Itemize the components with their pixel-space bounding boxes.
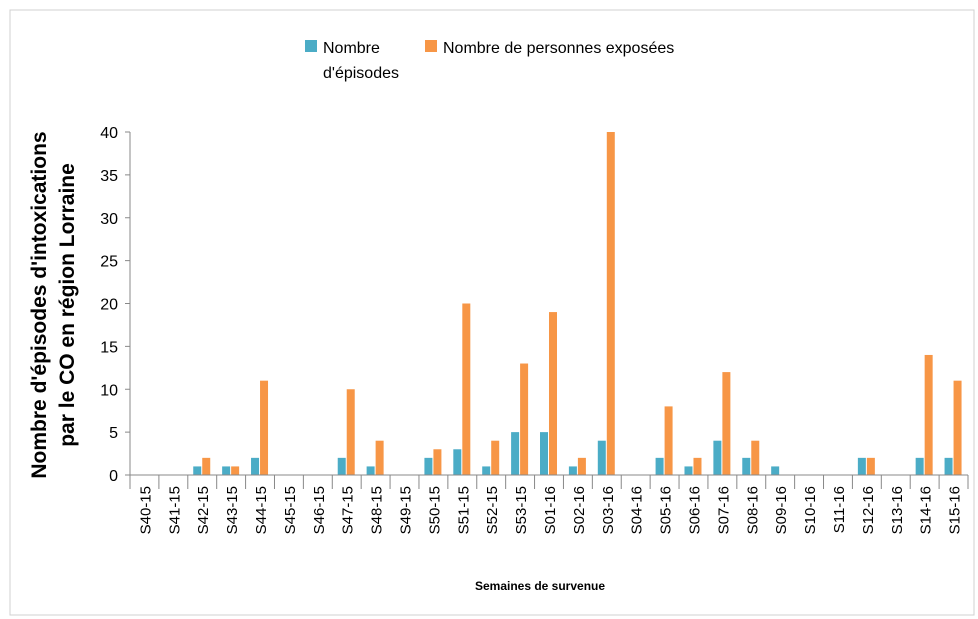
bar	[655, 457, 664, 475]
x-tick-label: S48-15	[369, 486, 386, 534]
bar	[722, 372, 731, 475]
bar	[491, 440, 500, 475]
bar	[202, 457, 211, 475]
bar	[771, 466, 780, 475]
bar	[482, 466, 491, 475]
x-tick-label: S02-16	[571, 486, 588, 534]
y-axis-label: Nombre d'épisodes d'intoxications	[28, 131, 51, 478]
bar	[577, 457, 586, 475]
x-tick-label: S12-16	[860, 486, 877, 534]
bar	[337, 457, 346, 475]
bar	[511, 432, 520, 475]
x-tick-label: S10-16	[802, 486, 819, 534]
x-tick-label: S44-15	[253, 486, 270, 534]
x-axis-label: Semaines de survenue	[475, 579, 605, 593]
x-tick-label: S51-15	[455, 486, 472, 534]
legend-swatch	[425, 40, 437, 52]
bar	[664, 406, 673, 475]
bar	[549, 312, 557, 475]
bar	[251, 457, 260, 475]
bar	[540, 432, 548, 475]
y-tick-label: 25	[100, 254, 118, 271]
x-tick-label: S06-16	[686, 486, 703, 534]
bar	[684, 466, 693, 475]
bar	[597, 440, 606, 475]
x-tick-label: S11-16	[831, 486, 848, 533]
x-tick-label: S41-15	[166, 486, 183, 534]
y-tick-label: 0	[109, 468, 118, 485]
x-tick-label: S04-16	[629, 486, 646, 534]
x-tick-label: S42-15	[195, 486, 212, 534]
bar	[713, 440, 722, 475]
x-tick-label: S05-16	[658, 486, 675, 534]
bar	[953, 380, 962, 475]
x-tick-label: S13-16	[889, 486, 906, 534]
bar	[857, 457, 866, 475]
frame	[9, 9, 975, 616]
x-tick-label: S45-15	[282, 486, 299, 534]
x-tick-label: S52-15	[484, 486, 501, 534]
bar	[424, 457, 433, 475]
bar	[568, 466, 577, 475]
x-tick-label: S40-15	[137, 486, 154, 534]
x-tick-label: S08-16	[744, 486, 761, 534]
bar	[751, 440, 760, 475]
y-tick-label: 30	[100, 211, 118, 228]
legend-label: Nombre de personnes exposées	[443, 40, 675, 57]
bar	[375, 440, 384, 475]
bar	[433, 449, 442, 475]
y-tick-label: 40	[100, 125, 118, 142]
legend-label: Nombre d'épisodes	[323, 40, 399, 82]
bar	[346, 389, 355, 475]
x-tick-label: S14-16	[918, 486, 935, 534]
x-tick-label: S47-15	[340, 486, 357, 534]
bar	[924, 354, 933, 475]
bar	[693, 457, 702, 475]
y-tick-label: 35	[100, 168, 118, 185]
bar	[520, 363, 529, 475]
bar	[222, 466, 231, 475]
x-tick-label: S03-16	[600, 486, 617, 534]
y-tick-label: 15	[100, 339, 118, 356]
y-axis-label: par le CO en région Lorraine	[56, 163, 79, 447]
x-tick-label: S01-16	[542, 486, 559, 534]
bar	[260, 380, 269, 475]
bar	[742, 457, 751, 475]
bar	[944, 457, 953, 475]
legend-item: Nombre d'épisodes	[305, 36, 413, 86]
x-tick-label: S46-15	[311, 486, 328, 534]
bar	[453, 449, 462, 475]
bar	[193, 466, 202, 475]
bar	[866, 457, 875, 475]
x-tick-label: S07-16	[715, 486, 732, 534]
bar	[606, 132, 615, 475]
x-tick-label: S43-15	[224, 486, 241, 534]
y-tick-label: 20	[100, 297, 118, 314]
x-tick-label: S53-15	[513, 486, 530, 534]
legend-swatch	[305, 40, 317, 52]
legend-item: Nombre de personnes exposées	[425, 36, 674, 86]
bar	[366, 466, 375, 475]
bar	[231, 466, 240, 475]
legend: Nombre d'épisodes Nombre de personnes exp…	[305, 36, 674, 86]
bar	[915, 457, 924, 475]
y-tick-label: 5	[109, 425, 118, 442]
y-tick-label: 10	[100, 382, 118, 399]
x-tick-label: S09-16	[773, 486, 790, 534]
x-tick-label: S49-15	[398, 486, 415, 534]
bar	[462, 303, 471, 475]
x-tick-label: S50-15	[426, 486, 443, 534]
x-tick-label: S15-16	[947, 486, 964, 534]
